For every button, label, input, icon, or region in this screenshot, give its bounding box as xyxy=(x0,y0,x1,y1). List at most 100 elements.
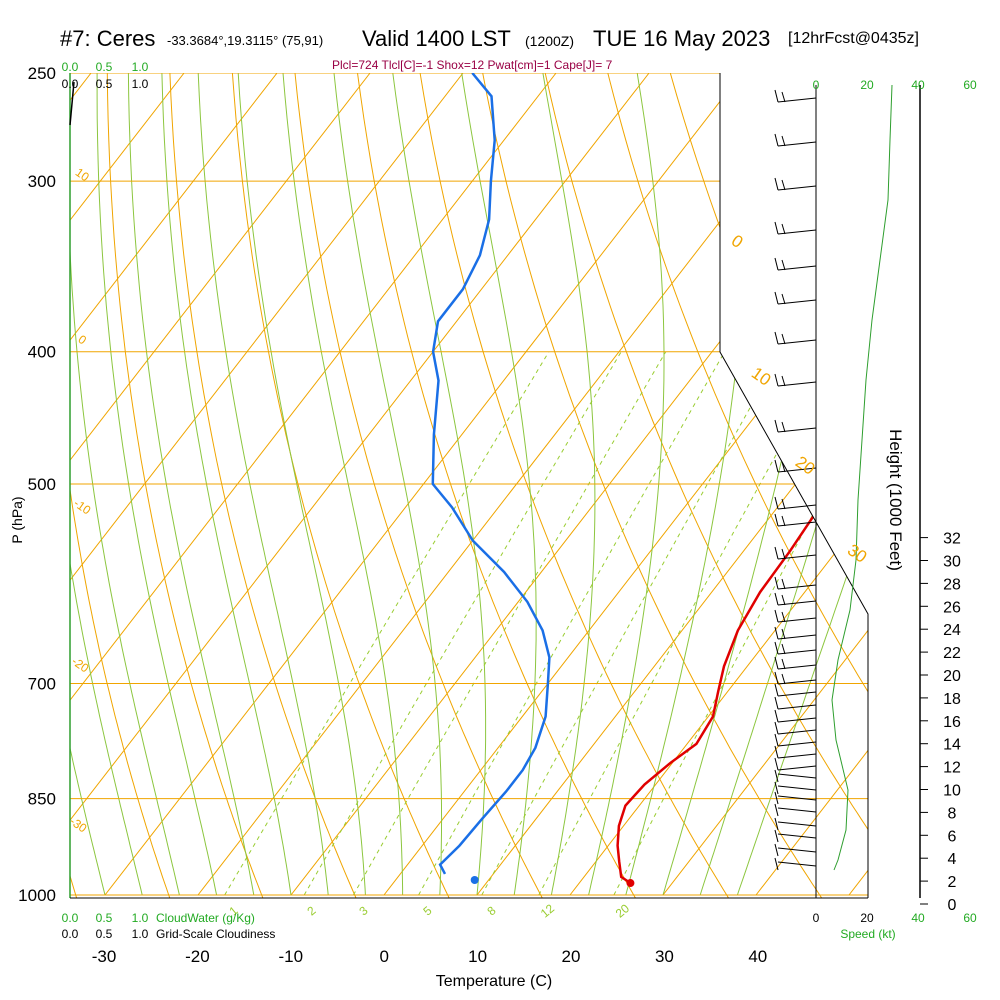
cloudiness-scale-label: 1.0 xyxy=(132,77,149,91)
isotherm-line xyxy=(70,73,278,896)
moist-adiabat-line xyxy=(662,73,846,896)
wind-barb-flag xyxy=(774,803,779,817)
wind-barb-shaft xyxy=(777,847,817,853)
wind-barb xyxy=(774,781,817,795)
cloudwater-scale-label: 0.5 xyxy=(96,911,113,925)
x-tick-label: 30 xyxy=(655,947,674,966)
wind-barb-shaft xyxy=(777,795,817,801)
moist-adiabat-line xyxy=(70,73,106,896)
wind-barb xyxy=(774,696,817,710)
isotherm-label: 0 xyxy=(76,332,90,347)
wind-barb-flag xyxy=(781,333,786,345)
speed-tick-label: 40 xyxy=(911,911,925,925)
wind-barb-flag xyxy=(774,829,779,843)
wind-barb-flag xyxy=(774,817,779,831)
wind-barb xyxy=(774,791,817,805)
forecast-tag: [12hrFcst@0435z] xyxy=(788,30,919,47)
wind-barb-flag xyxy=(774,683,779,697)
moist-adiabat-line xyxy=(538,73,596,896)
wind-barb-flag xyxy=(781,498,786,510)
height-tick-label: 6 xyxy=(948,828,957,845)
wind-barb xyxy=(774,419,817,433)
wind-barbs xyxy=(774,89,817,871)
station-coords: -33.3684°,19.3115° (75,91) xyxy=(167,33,324,48)
frame-boundary xyxy=(719,73,869,898)
wind-barb xyxy=(774,546,817,560)
mixing-ratio-line xyxy=(481,351,783,896)
wind-barb xyxy=(774,769,817,783)
wind-barb-flag xyxy=(781,594,786,606)
wind-barb xyxy=(774,829,817,843)
dry-adiabat-line xyxy=(230,73,463,898)
speed-tick-label: 0 xyxy=(813,911,820,925)
wind-barb-flag xyxy=(774,257,779,271)
x-axis-title: Temperature (C) xyxy=(436,973,552,990)
wind-barb-shaft xyxy=(777,717,817,723)
valid-time: Valid 1400 LST xyxy=(362,26,511,51)
isotherm-label: 20 xyxy=(792,452,818,478)
mixing-ratio-line xyxy=(224,351,550,896)
wind-barb-flag xyxy=(781,515,786,527)
height-tick-label: 22 xyxy=(943,645,961,662)
pressure-tick-label: 700 xyxy=(28,675,56,694)
wind-barb-flag xyxy=(781,375,786,387)
height-tick-label: 12 xyxy=(943,760,961,777)
wind-barb xyxy=(774,177,817,191)
wind-barb xyxy=(774,459,817,473)
chart-frame xyxy=(69,73,921,899)
wind-barb xyxy=(774,513,817,527)
mixing-ratio-label: 5 xyxy=(420,903,434,918)
moist-adiabat-line xyxy=(625,73,747,896)
height-tick-label: 0 xyxy=(948,897,957,914)
wind-barb xyxy=(774,843,817,857)
wind-barb xyxy=(774,817,817,831)
mixing-ratio-label: 2 xyxy=(304,903,318,918)
cloudwater-scale-label: 1.0 xyxy=(132,60,149,74)
wind-barb-shaft xyxy=(777,821,817,827)
mixing-ratio-label: 8 xyxy=(484,903,498,918)
wind-barb-flag xyxy=(774,291,779,305)
wind-barb-flag xyxy=(781,578,786,590)
wind-barb-flag xyxy=(781,179,786,191)
wind-barb-flag xyxy=(774,696,779,710)
moist-adiabat-line xyxy=(236,73,366,896)
height-tick-label: 4 xyxy=(948,851,957,868)
wind-barb xyxy=(774,331,817,345)
sounding-profiles xyxy=(431,73,826,888)
height-tick-label: 18 xyxy=(943,691,961,708)
wind-barb xyxy=(774,671,817,685)
wind-barb-flag xyxy=(781,673,786,685)
cloudwater-scale-label: 0.0 xyxy=(62,911,79,925)
wind-barb-shaft xyxy=(777,861,817,867)
moist-adiabat-line xyxy=(196,73,329,896)
height-tick-label: 28 xyxy=(943,576,961,593)
speed-tick-label: 0 xyxy=(813,78,820,92)
moist-adiabat-line xyxy=(280,73,404,895)
wind-barb-flag xyxy=(781,548,786,560)
wind-barb xyxy=(774,757,817,771)
isotherm-line xyxy=(848,73,868,896)
x-tick-label: 40 xyxy=(748,947,767,966)
wind-barb-flag xyxy=(774,459,779,473)
wind-barb-flag xyxy=(781,293,786,305)
wind-barb xyxy=(774,656,817,670)
x-tick-label: 10 xyxy=(468,947,487,966)
wind-barb-flag xyxy=(774,641,779,655)
moist-adiabat-line xyxy=(70,73,143,896)
cloudiness-scale-label: 0.0 xyxy=(62,77,79,91)
thermo-grid xyxy=(70,73,868,898)
cloudiness-scale-label: 0.5 xyxy=(96,927,113,941)
wind-barb-flag xyxy=(774,592,779,606)
pressure-tick-label: 400 xyxy=(28,343,56,362)
dry-adiabat-line xyxy=(168,73,369,898)
y-axis-title: P (hPa) xyxy=(9,496,25,543)
wind-barb-flag xyxy=(781,91,786,103)
speed-tick-label: 60 xyxy=(963,78,977,92)
pressure-tick-label: 850 xyxy=(28,790,56,809)
isotherm-line xyxy=(70,73,185,896)
zulu-time: (1200Z) xyxy=(525,33,575,49)
wind-barb-flag xyxy=(774,671,779,685)
x-tick-label: -20 xyxy=(185,947,210,966)
speed-axis-title: Speed (kt) xyxy=(840,927,895,941)
